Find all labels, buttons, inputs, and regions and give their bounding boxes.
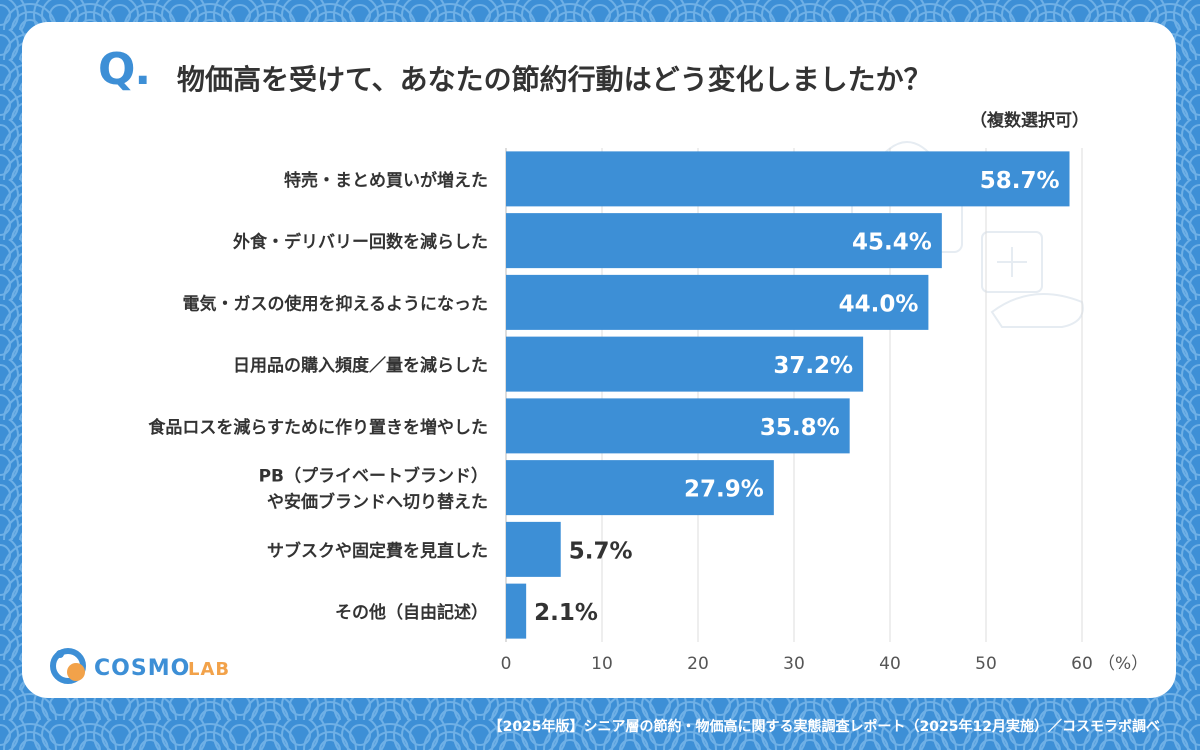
footer-source: 【2025年版】シニア層の節約・物価高に関する実態調査レポート（2025年12月… bbox=[488, 719, 1160, 735]
svg-text:LAB: LAB bbox=[188, 659, 230, 680]
x-tick-label: 40 bbox=[879, 654, 901, 674]
category-label: 電気・ガスの使用を抑えるようになった bbox=[183, 293, 489, 314]
bar bbox=[506, 274, 929, 330]
bar bbox=[506, 151, 1070, 207]
x-tick-label: 30 bbox=[783, 654, 805, 674]
cosmo-lab-logo: COSMO LAB bbox=[50, 648, 230, 684]
x-tick-label: 20 bbox=[687, 654, 709, 674]
bar-value-label: 5.7% bbox=[569, 538, 633, 564]
bar-value-label: 37.2% bbox=[773, 353, 853, 379]
bar-chart: 0 10 20 30 40 50 60 （%） 58.7% 特売・まとめ買いが増えた 45.4% 外食… bbox=[148, 148, 1148, 674]
bar bbox=[506, 583, 527, 639]
category-label: 日用品の購入頻度／量を減らした bbox=[233, 355, 488, 376]
bar bbox=[506, 460, 774, 516]
x-tick-label: 10 bbox=[591, 654, 613, 674]
bar-value-label: 2.1% bbox=[534, 600, 598, 626]
chart-title: 物価高を受けて、あなたの節約行動はどう変化しましたか？ bbox=[177, 63, 932, 96]
svg-text:COSMO: COSMO bbox=[94, 656, 190, 681]
x-tick-label: 0 bbox=[501, 654, 512, 674]
bar-value-label: 27.9% bbox=[684, 477, 764, 503]
bar bbox=[506, 521, 561, 577]
x-unit-label: （%） bbox=[1098, 654, 1148, 674]
x-tick-label: 50 bbox=[975, 654, 997, 674]
bar-value-label: 44.0% bbox=[839, 291, 919, 317]
category-label: や安価ブランドへ切り替えた bbox=[267, 492, 488, 513]
x-tick-label: 60 bbox=[1071, 654, 1093, 674]
chart-card: Q. 物価高を受けて、あなたの節約行動はどう変化しましたか？ （複数選択可） 0… bbox=[22, 22, 1176, 698]
chart-subtitle: （複数選択可） bbox=[970, 111, 1089, 131]
bar-value-label: 58.7% bbox=[980, 168, 1060, 194]
category-label: PB（プライベートブランド） bbox=[259, 466, 488, 487]
category-label: 外食・デリバリー回数を減らした bbox=[233, 232, 488, 253]
category-label: 食品ロスを減らすために作り置きを増やした bbox=[148, 417, 488, 438]
category-label: その他（自由記述） bbox=[335, 602, 488, 623]
bar bbox=[506, 398, 850, 454]
bar bbox=[506, 213, 942, 269]
category-label: サブスクや固定費を見直した bbox=[267, 540, 488, 561]
bar bbox=[506, 336, 864, 392]
question-mark: Q. bbox=[98, 44, 151, 95]
bar-value-label: 35.8% bbox=[760, 415, 840, 441]
bar-value-label: 45.4% bbox=[852, 230, 932, 256]
category-label: 特売・まとめ買いが増えた bbox=[284, 170, 488, 191]
